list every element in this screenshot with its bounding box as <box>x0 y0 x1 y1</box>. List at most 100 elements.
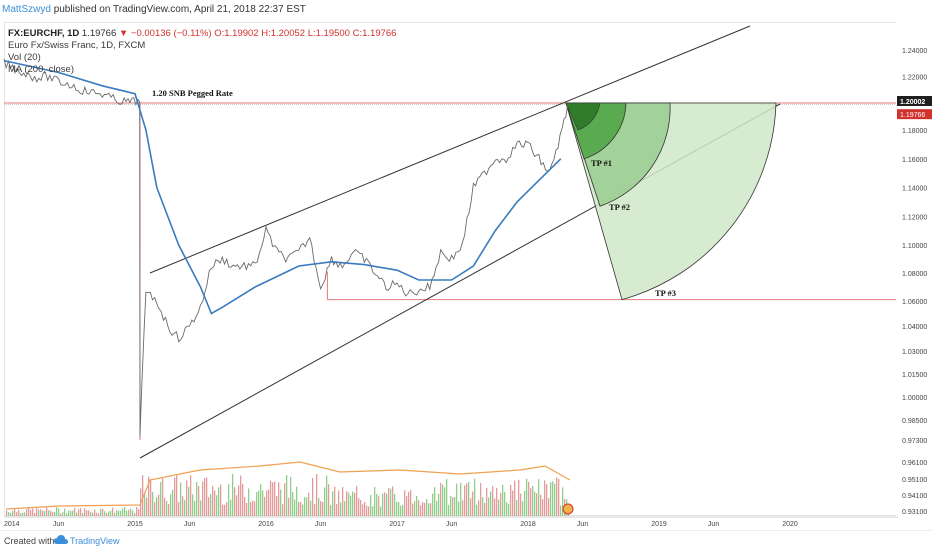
volume-bar <box>366 505 368 516</box>
volume-bar <box>272 482 274 516</box>
volume-bar <box>206 477 208 516</box>
volume-bar <box>30 509 32 516</box>
volume-bar <box>426 499 428 516</box>
volume-bar <box>54 511 56 516</box>
x-tick-label: 2019 <box>651 521 667 528</box>
volume-bar <box>22 512 24 516</box>
volume-bar <box>340 502 342 516</box>
volume-bar <box>360 500 362 516</box>
volume-bar <box>164 497 166 516</box>
volume-bar <box>258 490 260 516</box>
volume-bar <box>342 487 344 516</box>
volume-bar <box>174 477 176 516</box>
author-link[interactable]: MattSzwyd <box>2 4 51 15</box>
volume-bar <box>298 501 300 516</box>
x-tick-label: 2018 <box>520 521 536 528</box>
volume-bar <box>98 513 100 516</box>
volume-bar <box>356 486 358 516</box>
volume-bar <box>402 505 404 516</box>
last-price-label: 1.19766 <box>900 112 925 119</box>
y-tick-label: 1.06000 <box>902 299 927 306</box>
volume-bar <box>526 478 528 516</box>
last-price-tag <box>897 109 932 120</box>
volume-bar <box>208 497 210 516</box>
volume-bar <box>190 475 192 516</box>
volume-bar <box>470 498 472 516</box>
volume-bar <box>180 482 182 516</box>
x-tick-label: 2014 <box>4 521 20 528</box>
volume-bar <box>56 507 58 516</box>
volume-bar <box>556 477 558 516</box>
volume-bar <box>228 484 230 516</box>
volume-bar <box>512 490 514 516</box>
volume-bar <box>214 490 216 516</box>
volume-bar <box>278 482 280 516</box>
legend-ma[interactable]: MA (200, close) <box>8 64 74 75</box>
volume-bar <box>524 490 526 516</box>
y-tick-label: 1.14000 <box>902 186 927 193</box>
volume-bar <box>32 508 34 516</box>
x-tick-label: Jun <box>184 521 195 528</box>
volume-bar <box>52 512 54 516</box>
volume-bar <box>6 510 8 516</box>
volume-bar <box>554 483 556 516</box>
volume-bar <box>84 508 86 516</box>
volume-bar <box>432 493 434 516</box>
volume-bar <box>452 497 454 516</box>
tradingview-brand[interactable]: TradingView <box>70 536 120 546</box>
x-tick-label: 2020 <box>782 521 798 528</box>
volume-bar <box>364 501 366 516</box>
tp1-label: TP #1 <box>591 158 612 168</box>
volume-bar <box>202 481 204 516</box>
volume-bar <box>132 510 134 516</box>
y-tick-label: 1.24000 <box>902 48 927 55</box>
tradingview-cloud-icon[interactable] <box>54 534 68 548</box>
volume-bar <box>330 505 332 516</box>
volume-bar <box>382 493 384 516</box>
volume-bar <box>212 485 214 516</box>
volume-bar <box>392 486 394 516</box>
y-tick-label: 0.95100 <box>902 477 927 484</box>
volume-bar <box>476 504 478 516</box>
x-tick-label: 2016 <box>258 521 274 528</box>
volume-bar <box>210 494 212 516</box>
y-tick-label: 1.18000 <box>902 128 927 135</box>
volume-bar <box>400 505 402 516</box>
volume-bar <box>472 491 474 516</box>
y-tick-label: 1.00000 <box>902 395 927 402</box>
volume-bar <box>506 502 508 516</box>
volume-bar <box>220 484 222 516</box>
volume-bar <box>72 510 74 516</box>
volume-bar <box>192 494 194 516</box>
volume-bar <box>350 495 352 516</box>
symbol-label[interactable]: FX:EURCHF, 1D <box>8 28 80 39</box>
volume-bar <box>516 499 518 516</box>
volume-bar <box>94 509 96 516</box>
volume-bar <box>150 479 152 516</box>
volume-bar <box>548 498 550 516</box>
volume-bar <box>176 475 178 516</box>
volume-bar <box>240 475 242 516</box>
volume-bar <box>390 488 392 516</box>
volume-bar <box>534 491 536 516</box>
high-price-tag <box>897 96 932 106</box>
volume-bar <box>378 496 380 516</box>
volume-bar <box>90 512 92 516</box>
legend-vol[interactable]: Vol (20) <box>8 52 41 63</box>
y-tick-label: 0.98500 <box>902 418 927 425</box>
volume-bar <box>86 510 88 516</box>
volume-bar <box>508 503 510 516</box>
volume-bar <box>130 508 132 516</box>
volume-bar <box>334 486 336 516</box>
volume-bar <box>320 501 322 516</box>
volume-bar <box>414 501 416 516</box>
volume-bars <box>6 474 570 516</box>
volume-bar <box>444 487 446 516</box>
volume-bar <box>50 510 52 516</box>
x-tick-label: 2015 <box>127 521 143 528</box>
volume-bar <box>44 510 46 516</box>
y-tick-label: 1.10000 <box>902 243 927 250</box>
volume-bar <box>540 494 542 516</box>
volume-bar <box>168 503 170 516</box>
